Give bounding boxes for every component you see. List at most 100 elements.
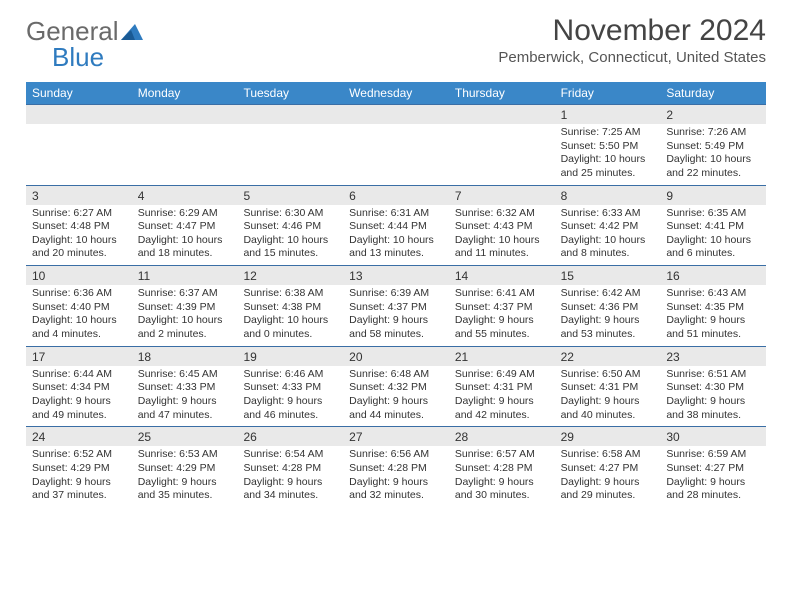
sunset-text: Sunset: 4:36 PM <box>561 301 655 315</box>
daylight-text: Daylight: 9 hours and 28 minutes. <box>666 476 760 503</box>
day-number <box>449 105 555 124</box>
day-info: Sunrise: 6:29 AMSunset: 4:47 PMDaylight:… <box>132 205 238 262</box>
calendar-day: 23Sunrise: 6:51 AMSunset: 4:30 PMDayligh… <box>660 347 766 427</box>
day-info: Sunrise: 6:27 AMSunset: 4:48 PMDaylight:… <box>26 205 132 262</box>
dow-wednesday: Wednesday <box>343 82 449 104</box>
day-number: 9 <box>660 186 766 205</box>
calendar-day: 3Sunrise: 6:27 AMSunset: 4:48 PMDaylight… <box>26 186 132 266</box>
sunrise-text: Sunrise: 6:46 AM <box>243 368 337 382</box>
sunrise-text: Sunrise: 6:29 AM <box>138 207 232 221</box>
calendar-day: 26Sunrise: 6:54 AMSunset: 4:28 PMDayligh… <box>237 427 343 507</box>
day-number: 5 <box>237 186 343 205</box>
calendar-day: 12Sunrise: 6:38 AMSunset: 4:38 PMDayligh… <box>237 266 343 346</box>
calendar-day: 14Sunrise: 6:41 AMSunset: 4:37 PMDayligh… <box>449 266 555 346</box>
daylight-text: Daylight: 9 hours and 49 minutes. <box>32 395 126 422</box>
sunrise-text: Sunrise: 6:51 AM <box>666 368 760 382</box>
day-number: 18 <box>132 347 238 366</box>
day-number: 20 <box>343 347 449 366</box>
sunset-text: Sunset: 4:33 PM <box>138 381 232 395</box>
daylight-text: Daylight: 9 hours and 30 minutes. <box>455 476 549 503</box>
calendar-day: 30Sunrise: 6:59 AMSunset: 4:27 PMDayligh… <box>660 427 766 507</box>
daylight-text: Daylight: 10 hours and 8 minutes. <box>561 234 655 261</box>
day-info: Sunrise: 7:26 AMSunset: 5:49 PMDaylight:… <box>660 124 766 181</box>
day-number: 12 <box>237 266 343 285</box>
sunrise-text: Sunrise: 6:32 AM <box>455 207 549 221</box>
sunset-text: Sunset: 4:43 PM <box>455 220 549 234</box>
calendar-page: General Blue November 2024 Pemberwick, C… <box>0 0 792 612</box>
day-info <box>132 124 238 126</box>
calendar-day <box>237 105 343 185</box>
daylight-text: Daylight: 9 hours and 40 minutes. <box>561 395 655 422</box>
sunset-text: Sunset: 4:40 PM <box>32 301 126 315</box>
sunrise-text: Sunrise: 6:31 AM <box>349 207 443 221</box>
sunset-text: Sunset: 4:39 PM <box>138 301 232 315</box>
calendar-day: 9Sunrise: 6:35 AMSunset: 4:41 PMDaylight… <box>660 186 766 266</box>
day-number: 4 <box>132 186 238 205</box>
sunset-text: Sunset: 4:31 PM <box>561 381 655 395</box>
daylight-text: Daylight: 9 hours and 42 minutes. <box>455 395 549 422</box>
day-number: 21 <box>449 347 555 366</box>
title-block: November 2024 Pemberwick, Connecticut, U… <box>498 14 766 66</box>
brand-logo: General Blue <box>26 18 143 70</box>
calendar-week: 1Sunrise: 7:25 AMSunset: 5:50 PMDaylight… <box>26 104 766 185</box>
sunrise-text: Sunrise: 6:30 AM <box>243 207 337 221</box>
sunset-text: Sunset: 4:27 PM <box>561 462 655 476</box>
day-number <box>26 105 132 124</box>
daylight-text: Daylight: 10 hours and 18 minutes. <box>138 234 232 261</box>
day-number: 29 <box>555 427 661 446</box>
day-info: Sunrise: 6:58 AMSunset: 4:27 PMDaylight:… <box>555 446 661 503</box>
daylight-text: Daylight: 10 hours and 13 minutes. <box>349 234 443 261</box>
calendar-day: 10Sunrise: 6:36 AMSunset: 4:40 PMDayligh… <box>26 266 132 346</box>
brand-triangle-icon <box>121 24 143 40</box>
daylight-text: Daylight: 10 hours and 20 minutes. <box>32 234 126 261</box>
dow-saturday: Saturday <box>660 82 766 104</box>
calendar-day <box>449 105 555 185</box>
day-info: Sunrise: 6:41 AMSunset: 4:37 PMDaylight:… <box>449 285 555 342</box>
sunset-text: Sunset: 4:29 PM <box>138 462 232 476</box>
daylight-text: Daylight: 9 hours and 44 minutes. <box>349 395 443 422</box>
calendar-day: 29Sunrise: 6:58 AMSunset: 4:27 PMDayligh… <box>555 427 661 507</box>
sunrise-text: Sunrise: 6:37 AM <box>138 287 232 301</box>
daylight-text: Daylight: 9 hours and 55 minutes. <box>455 314 549 341</box>
day-info: Sunrise: 7:25 AMSunset: 5:50 PMDaylight:… <box>555 124 661 181</box>
daylight-text: Daylight: 10 hours and 2 minutes. <box>138 314 232 341</box>
sunrise-text: Sunrise: 6:57 AM <box>455 448 549 462</box>
day-info: Sunrise: 6:32 AMSunset: 4:43 PMDaylight:… <box>449 205 555 262</box>
day-number: 14 <box>449 266 555 285</box>
calendar-week: 10Sunrise: 6:36 AMSunset: 4:40 PMDayligh… <box>26 265 766 346</box>
sunrise-text: Sunrise: 6:44 AM <box>32 368 126 382</box>
day-info: Sunrise: 6:43 AMSunset: 4:35 PMDaylight:… <box>660 285 766 342</box>
month-title: November 2024 <box>498 14 766 47</box>
calendar-day <box>132 105 238 185</box>
day-number <box>132 105 238 124</box>
daylight-text: Daylight: 10 hours and 15 minutes. <box>243 234 337 261</box>
sunset-text: Sunset: 4:42 PM <box>561 220 655 234</box>
calendar-week: 24Sunrise: 6:52 AMSunset: 4:29 PMDayligh… <box>26 426 766 507</box>
day-number: 30 <box>660 427 766 446</box>
brand-text: General Blue <box>26 18 143 70</box>
day-number: 3 <box>26 186 132 205</box>
day-info: Sunrise: 6:30 AMSunset: 4:46 PMDaylight:… <box>237 205 343 262</box>
day-number <box>237 105 343 124</box>
day-info <box>343 124 449 126</box>
sunset-text: Sunset: 4:48 PM <box>32 220 126 234</box>
daylight-text: Daylight: 9 hours and 38 minutes. <box>666 395 760 422</box>
brand-word2: Blue <box>52 42 104 72</box>
sunrise-text: Sunrise: 6:59 AM <box>666 448 760 462</box>
day-info: Sunrise: 6:59 AMSunset: 4:27 PMDaylight:… <box>660 446 766 503</box>
calendar-day: 20Sunrise: 6:48 AMSunset: 4:32 PMDayligh… <box>343 347 449 427</box>
calendar-day: 16Sunrise: 6:43 AMSunset: 4:35 PMDayligh… <box>660 266 766 346</box>
day-info: Sunrise: 6:42 AMSunset: 4:36 PMDaylight:… <box>555 285 661 342</box>
day-number: 23 <box>660 347 766 366</box>
sunset-text: Sunset: 4:37 PM <box>455 301 549 315</box>
calendar-day: 4Sunrise: 6:29 AMSunset: 4:47 PMDaylight… <box>132 186 238 266</box>
daylight-text: Daylight: 10 hours and 4 minutes. <box>32 314 126 341</box>
calendar-week: 3Sunrise: 6:27 AMSunset: 4:48 PMDaylight… <box>26 185 766 266</box>
sunrise-text: Sunrise: 6:58 AM <box>561 448 655 462</box>
page-header: General Blue November 2024 Pemberwick, C… <box>26 18 766 70</box>
sunrise-text: Sunrise: 6:54 AM <box>243 448 337 462</box>
dow-tuesday: Tuesday <box>237 82 343 104</box>
sunset-text: Sunset: 4:41 PM <box>666 220 760 234</box>
calendar-day: 11Sunrise: 6:37 AMSunset: 4:39 PMDayligh… <box>132 266 238 346</box>
daylight-text: Daylight: 9 hours and 34 minutes. <box>243 476 337 503</box>
